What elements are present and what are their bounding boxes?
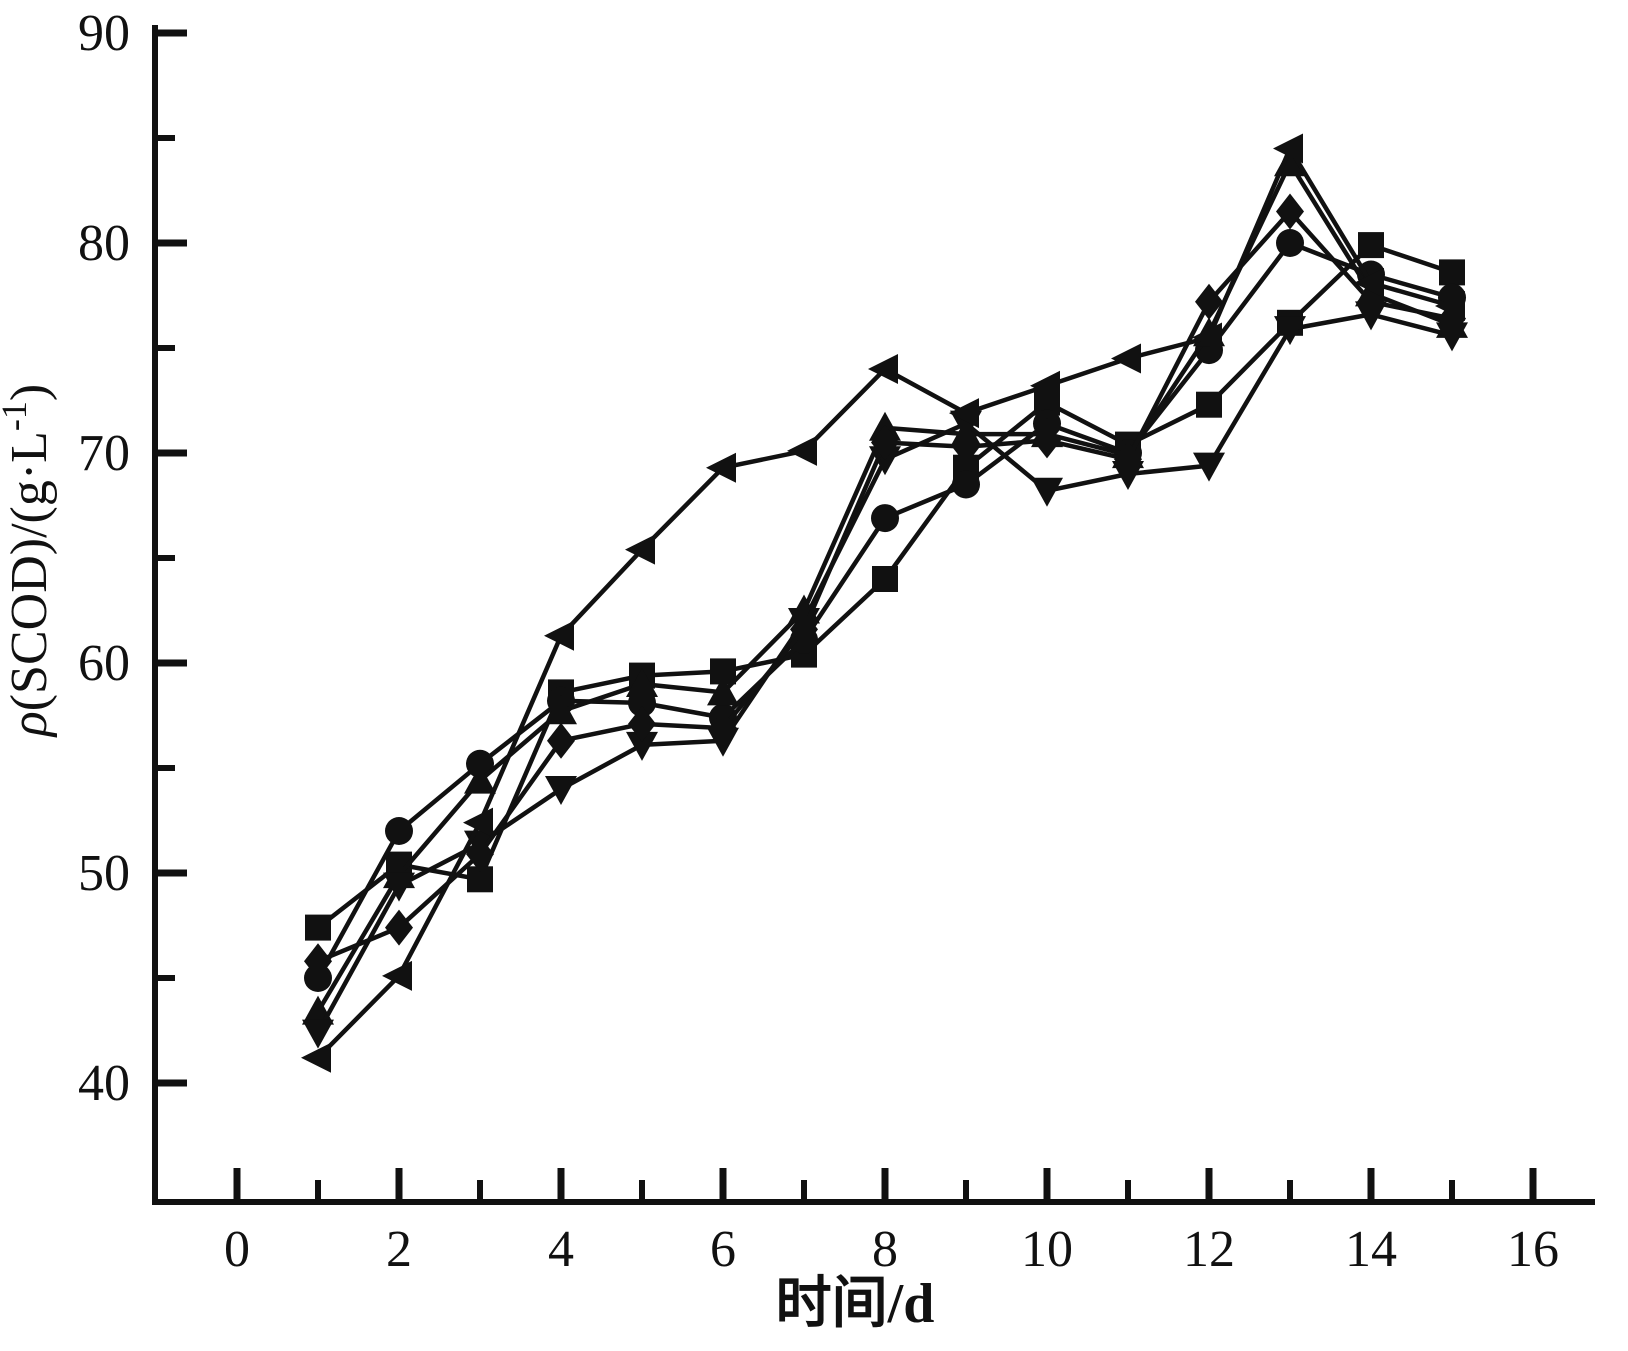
series-line-triangle-left <box>316 146 1453 1060</box>
x-tick-label: 12 <box>1183 1221 1235 1278</box>
marker-triangle-left <box>1111 343 1141 374</box>
marker-diamond <box>1195 283 1223 320</box>
x-tick-label: 10 <box>1021 1221 1073 1278</box>
marker-triangle-down <box>545 776 577 805</box>
marker-triangle-up <box>464 764 496 794</box>
marker-triangle-left <box>1273 133 1303 164</box>
y-tick-label: 90 <box>78 5 130 62</box>
marker-triangle-down <box>869 446 901 476</box>
marker-diamond <box>385 909 413 946</box>
marker-triangle-up <box>545 695 577 725</box>
x-tick-label: 6 <box>710 1221 736 1278</box>
marker-triangle-left <box>625 534 655 565</box>
marker-triangle-down <box>626 731 658 761</box>
marker-diamond <box>1033 422 1061 459</box>
marker-triangle-left <box>706 452 736 483</box>
x-tick-label: 14 <box>1345 1221 1397 1278</box>
marker-diamond <box>871 424 899 461</box>
marker-triangle-left <box>544 620 574 651</box>
marker-triangle-left <box>1354 267 1384 298</box>
marker-circle <box>871 504 899 533</box>
marker-diamond <box>466 836 494 873</box>
marker-circle <box>1276 229 1304 257</box>
x-tick-label: 0 <box>224 1221 250 1278</box>
marker-diamond <box>547 722 575 759</box>
marker-diamond <box>952 428 980 465</box>
marker-triangle-left <box>949 398 979 429</box>
marker-triangle-down <box>383 872 415 902</box>
marker-triangle-down <box>1031 477 1063 507</box>
marker-diamond <box>709 710 737 747</box>
marker-triangle-left <box>1192 322 1222 353</box>
marker-triangle-left <box>868 354 898 384</box>
y-tick-label: 70 <box>78 425 130 482</box>
marker-circle <box>466 749 494 778</box>
marker-diamond <box>1276 193 1304 230</box>
marker-square <box>1439 259 1465 286</box>
marker-square <box>1196 391 1222 418</box>
marker-square <box>872 566 898 592</box>
marker-diamond <box>304 943 332 980</box>
marker-triangle-left <box>1030 370 1060 401</box>
y-tick-label: 50 <box>78 845 130 902</box>
marker-triangle-down <box>1436 322 1468 352</box>
marker-triangle-up <box>626 668 658 697</box>
marker-triangle-left <box>301 1042 331 1073</box>
y-axis-title: ρ(SCOD)/(g·L-1) <box>0 384 58 738</box>
x-tick-label: 2 <box>386 1221 412 1278</box>
marker-square <box>305 914 331 941</box>
marker-triangle-down <box>302 1019 334 1049</box>
series-diamond <box>304 193 1466 980</box>
marker-square <box>1358 232 1384 259</box>
marker-triangle-left <box>382 960 412 991</box>
x-axis-title: 时间/d <box>776 1273 935 1335</box>
marker-diamond <box>1114 441 1142 478</box>
y-tick-label: 40 <box>78 1055 130 1112</box>
x-tick-label: 4 <box>548 1221 574 1278</box>
marker-circle <box>385 817 413 845</box>
marker-triangle-left <box>463 807 493 838</box>
x-tick-label: 8 <box>872 1221 898 1278</box>
series-triangle-left <box>301 133 1465 1073</box>
marker-triangle-down <box>1274 316 1306 346</box>
marker-triangle-up <box>707 676 739 706</box>
marker-triangle-left <box>787 435 817 466</box>
marker-triangle-left <box>1435 291 1465 321</box>
marker-diamond <box>790 611 818 648</box>
marker-diamond <box>628 705 656 742</box>
y-tick-label: 60 <box>78 635 130 692</box>
y-tick-label: 80 <box>78 215 130 272</box>
marker-circle <box>952 470 980 499</box>
marker-triangle-down <box>1193 452 1225 482</box>
x-tick-label: 16 <box>1507 1221 1559 1278</box>
